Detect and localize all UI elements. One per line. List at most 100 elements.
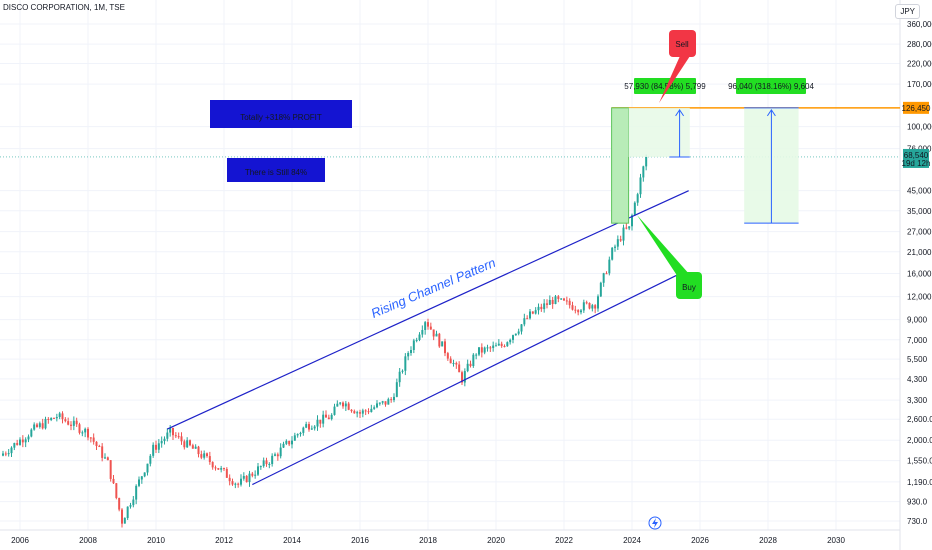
candle-body [410, 349, 412, 353]
candle-body [616, 239, 619, 247]
candle-body [359, 412, 361, 414]
buy-text: Buy [682, 283, 696, 292]
candle-body [424, 322, 427, 331]
y-tick-label: 9,000 [907, 316, 928, 325]
candle-body [378, 402, 381, 404]
candle-body [305, 424, 308, 428]
candle-body [2, 453, 4, 456]
x-tick-label: 2028 [759, 536, 777, 545]
candle-body [472, 354, 475, 367]
candle-body [427, 322, 429, 327]
candle-body [291, 440, 293, 445]
y-tick-label: 730.0 [907, 517, 928, 526]
candle-body [642, 166, 645, 178]
candle-body [58, 413, 61, 418]
y-tick-label: 1,550.0 [907, 457, 932, 466]
candle-body [495, 345, 497, 347]
candle-body [531, 311, 534, 314]
candle-body [67, 421, 70, 425]
candle-body [112, 478, 115, 484]
candle-body [138, 479, 140, 486]
x-tick-label: 2020 [487, 536, 505, 545]
candle-body [313, 426, 316, 429]
candle-body [364, 410, 367, 412]
candle-body [194, 446, 197, 449]
candle-body [214, 467, 217, 469]
candle-body [237, 483, 240, 485]
candle-body [458, 364, 461, 373]
buy-bubble [676, 272, 702, 299]
candle-body [296, 434, 299, 436]
y-tick-label: 21,000 [907, 248, 932, 257]
candle-body [489, 347, 492, 349]
candle-body [625, 227, 628, 229]
candle-body [444, 341, 446, 354]
candle-body [353, 411, 356, 414]
candle-body [585, 302, 588, 304]
candle-body [588, 302, 591, 309]
last-price-tag [903, 148, 929, 168]
candle-body [557, 296, 560, 299]
candle-body [118, 497, 121, 510]
symbol-title: DISCO CORPORATION, 1M, TSE [3, 3, 125, 12]
candle-body [466, 363, 469, 372]
candle-body [143, 472, 146, 477]
candle-body [191, 445, 194, 449]
y-tick-label: 4,300 [907, 375, 928, 384]
candle-body [95, 441, 98, 447]
candle-body [228, 477, 231, 482]
candle-body [319, 419, 322, 424]
candle-body [163, 438, 166, 442]
candle-body [16, 443, 19, 445]
candle-body [432, 329, 435, 337]
candle-body [548, 299, 551, 305]
sell-pointer [659, 56, 690, 103]
candle-body [497, 343, 500, 346]
candle-body [24, 439, 27, 443]
candle-body [21, 439, 24, 443]
candle-body [387, 399, 390, 405]
candle-body [30, 429, 33, 437]
candles-group [2, 154, 648, 528]
candle-body [135, 485, 138, 500]
candle-body [342, 402, 344, 407]
candle-body [322, 414, 325, 424]
candle-body [599, 282, 602, 297]
candle-body [36, 424, 38, 427]
candle-body [486, 347, 489, 349]
candle-body [577, 310, 580, 313]
candle-body [10, 447, 13, 454]
candle-body [265, 460, 268, 465]
candle-body [503, 346, 506, 348]
candle-body [81, 432, 84, 434]
candle-body [302, 427, 305, 433]
candle-body [529, 311, 531, 319]
candle-body [149, 455, 152, 464]
still-text: There is Still 84% [245, 168, 307, 177]
measure-short-label: 57,930 (84.58%) 5,799 [624, 82, 706, 91]
x-tick-label: 2012 [215, 536, 233, 545]
candle-body [33, 424, 36, 430]
currency-button[interactable]: JPY [895, 4, 920, 19]
candle-body [271, 455, 274, 465]
measure-long-label-bg [736, 78, 806, 94]
candle-body [70, 424, 72, 426]
candle-body [421, 330, 424, 335]
candle-body [262, 460, 265, 467]
candle-body [441, 341, 444, 347]
candle-body [257, 466, 259, 475]
candle-body [78, 424, 81, 433]
candle-body [115, 483, 118, 498]
candle-body [336, 403, 339, 407]
candle-body [546, 303, 548, 305]
candle-body [500, 343, 503, 347]
candle-body [554, 296, 557, 305]
y-tick-label: 280,000 [907, 40, 932, 49]
candle-body [4, 453, 7, 455]
sell-text: Sell [675, 40, 689, 49]
candle-body [469, 363, 472, 367]
y-tick-label: 2,000.0 [907, 436, 932, 445]
candle-body [19, 439, 21, 445]
candle-body [401, 370, 404, 372]
